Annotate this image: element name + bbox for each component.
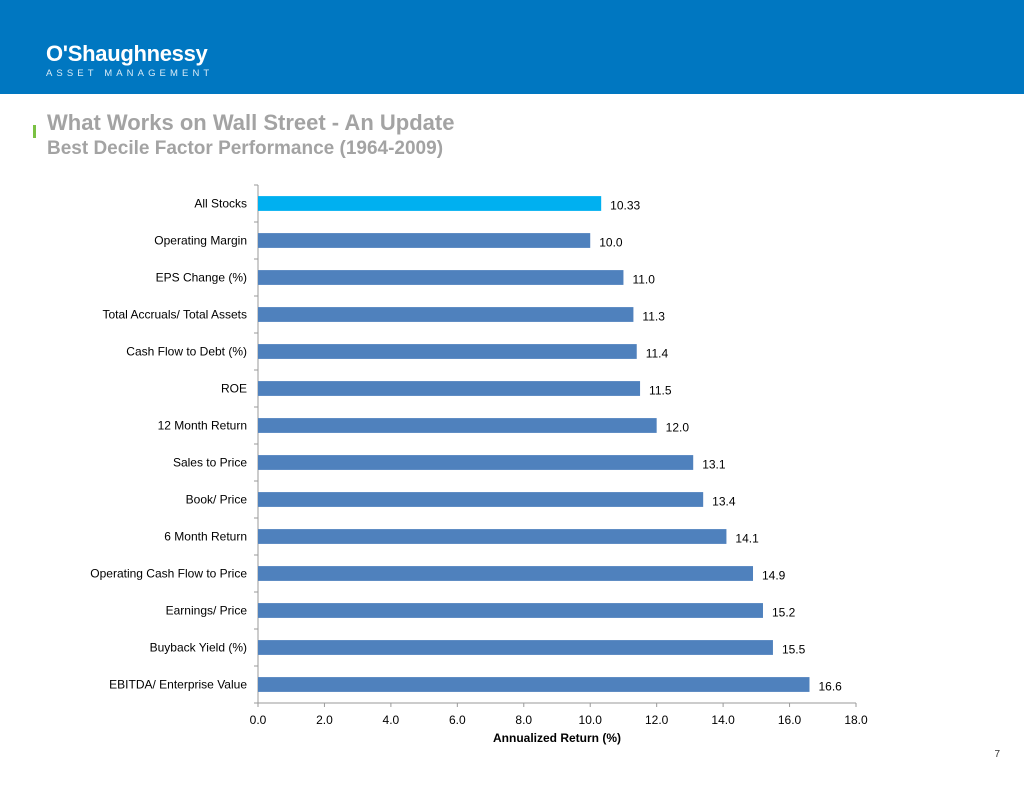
bar xyxy=(258,603,763,618)
category-label: 12 Month Return xyxy=(158,419,247,433)
category-label: All Stocks xyxy=(194,197,247,211)
category-label: Buyback Yield (%) xyxy=(150,641,247,655)
bar xyxy=(258,492,704,507)
slide-title: What Works on Wall Street - An Update xyxy=(47,110,455,135)
data-label: 12.0 xyxy=(666,421,690,435)
data-label: 10.33 xyxy=(610,199,640,213)
data-label: 14.1 xyxy=(735,532,759,546)
x-tick-label: 2.0 xyxy=(316,713,333,727)
bar xyxy=(258,381,641,396)
x-tick-label: 0.0 xyxy=(250,713,267,727)
category-label: ROE xyxy=(221,382,247,396)
data-label: 11.5 xyxy=(649,384,672,398)
bar xyxy=(258,418,657,433)
x-tick-label: 10.0 xyxy=(579,713,603,727)
bar xyxy=(258,566,754,581)
title-accent-bar xyxy=(33,125,36,138)
data-label: 16.6 xyxy=(818,680,842,694)
data-label: 13.4 xyxy=(712,495,736,509)
bar xyxy=(258,270,624,285)
x-tick-label: 16.0 xyxy=(778,713,802,727)
bar xyxy=(258,196,602,211)
x-tick-label: 12.0 xyxy=(645,713,669,727)
data-label: 15.5 xyxy=(782,643,806,657)
page-number: 7 xyxy=(994,749,1000,760)
category-label: Total Accruals/ Total Assets xyxy=(102,308,247,322)
slide-subtitle: Best Decile Factor Performance (1964-200… xyxy=(47,138,444,159)
company-logo: O'Shaughnessy ASSET MANAGEMENT xyxy=(46,42,213,80)
bar xyxy=(258,529,727,544)
category-label: EPS Change (%) xyxy=(156,271,247,285)
x-tick-label: 14.0 xyxy=(711,713,735,727)
bar xyxy=(258,307,634,322)
data-label: 15.2 xyxy=(772,606,796,620)
logo-tagline: ASSET MANAGEMENT xyxy=(46,68,214,79)
x-tick-label: 4.0 xyxy=(383,713,400,727)
bar xyxy=(258,233,591,248)
category-label: Book/ Price xyxy=(186,493,248,507)
data-label: 14.9 xyxy=(762,569,786,583)
category-label: EBITDA/ Enterprise Value xyxy=(109,678,247,692)
bar xyxy=(258,455,694,470)
header-banner: O'Shaughnessy ASSET MANAGEMENT xyxy=(0,0,1024,94)
category-label: Earnings/ Price xyxy=(166,604,248,618)
x-axis-title: Annualized Return (%) xyxy=(493,731,621,745)
data-label: 11.0 xyxy=(632,273,655,287)
x-tick-label: 8.0 xyxy=(515,713,532,727)
x-tick-label: 18.0 xyxy=(844,713,868,727)
category-label: 6 Month Return xyxy=(164,530,247,544)
data-label: 10.0 xyxy=(599,236,623,250)
data-label: 13.1 xyxy=(702,458,726,472)
category-label: Sales to Price xyxy=(173,456,247,470)
category-label: Cash Flow to Debt (%) xyxy=(126,345,247,359)
bar xyxy=(258,344,637,359)
logo-name: O'Shaughnessy xyxy=(46,41,208,66)
x-tick-label: 6.0 xyxy=(449,713,466,727)
category-label: Operating Cash Flow to Price xyxy=(90,567,247,581)
bar xyxy=(258,677,810,692)
bar xyxy=(258,640,773,655)
data-label: 11.4 xyxy=(646,347,669,361)
data-label: 11.3 xyxy=(642,310,665,324)
category-label: Operating Margin xyxy=(154,234,247,248)
